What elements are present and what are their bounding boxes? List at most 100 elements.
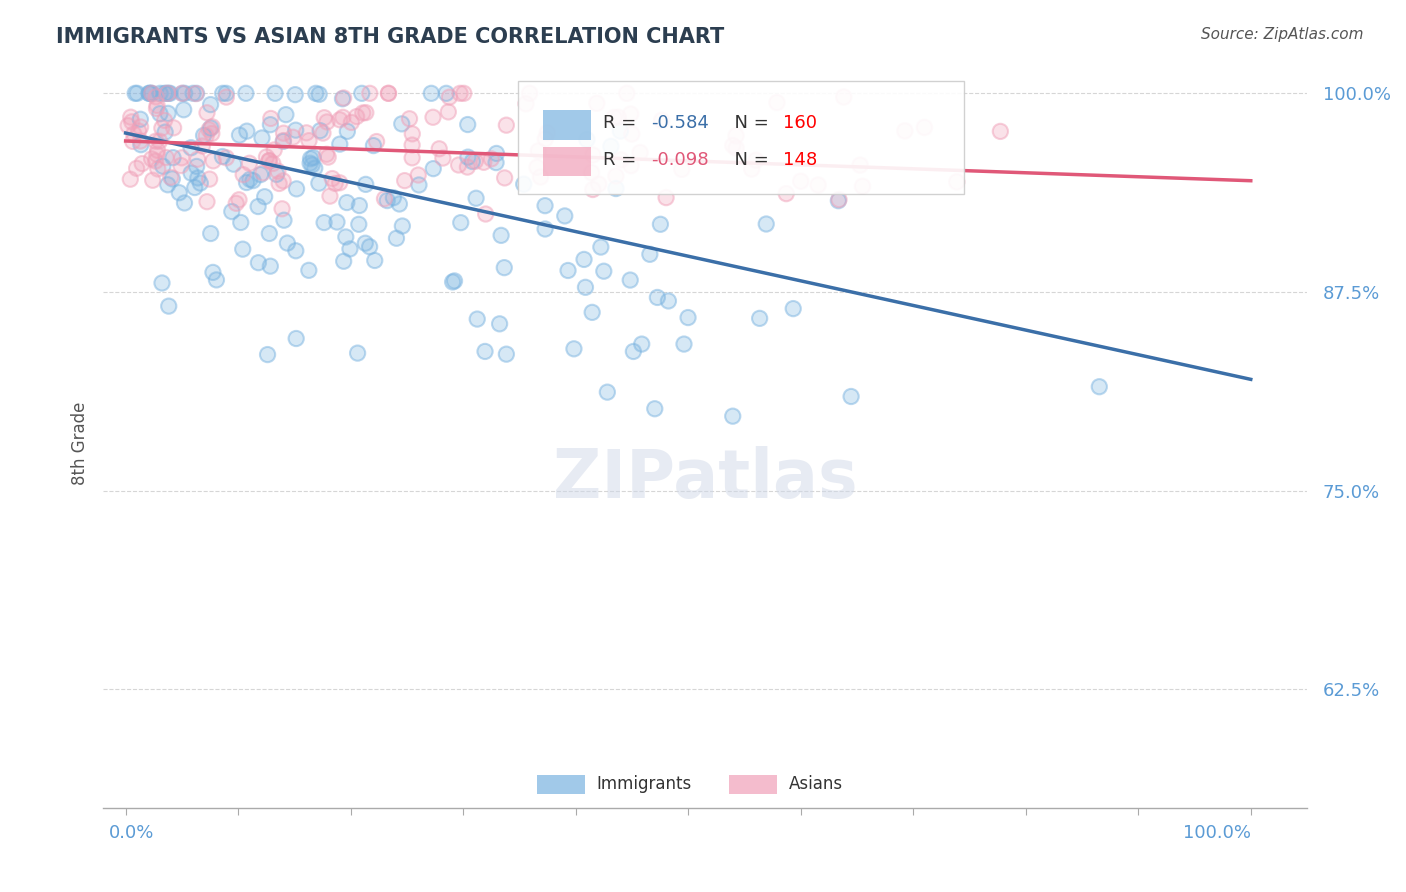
Point: [150, 121, 173, 136]
Point: [828, 193, 851, 207]
Point: [215, 151, 238, 165]
Point: [849, 158, 872, 172]
Point: [271, 134, 294, 148]
Point: [124, 87, 146, 101]
Point: [201, 265, 224, 279]
Point: [534, 132, 557, 146]
Point: [281, 130, 304, 145]
Point: [225, 196, 247, 211]
Point: [562, 342, 585, 356]
Point: [157, 106, 180, 120]
Point: [782, 301, 804, 316]
Point: [323, 177, 346, 191]
Point: [339, 242, 361, 256]
Text: R =: R =: [603, 151, 641, 169]
Point: [485, 146, 508, 161]
Point: [329, 112, 352, 127]
Point: [129, 120, 152, 134]
Point: [630, 337, 652, 351]
Point: [153, 113, 176, 128]
Point: [582, 148, 605, 162]
Point: [159, 87, 181, 101]
Point: [748, 311, 770, 326]
Point: [489, 228, 512, 243]
Point: [239, 172, 262, 186]
Point: [295, 126, 318, 140]
Point: [157, 299, 180, 313]
Text: R =: R =: [603, 114, 641, 133]
Point: [472, 155, 495, 169]
Point: [138, 87, 160, 101]
Point: [585, 96, 607, 111]
Point: [346, 110, 368, 124]
Point: [401, 138, 423, 153]
Point: [721, 138, 744, 153]
Point: [790, 174, 813, 188]
Point: [359, 87, 381, 101]
Point: [363, 138, 385, 153]
Y-axis label: 8th Grade: 8th Grade: [72, 401, 89, 484]
Point: [257, 153, 280, 168]
Point: [173, 87, 195, 101]
Point: [364, 253, 387, 268]
Text: 148: 148: [783, 151, 817, 169]
Point: [271, 134, 294, 148]
Point: [129, 134, 152, 148]
Point: [173, 87, 195, 101]
Point: [170, 159, 193, 173]
Point: [495, 347, 517, 361]
Point: [385, 231, 408, 245]
Point: [457, 118, 479, 132]
Point: [128, 124, 150, 138]
Point: [456, 160, 478, 174]
Point: [249, 168, 271, 182]
Point: [141, 87, 163, 101]
Point: [285, 332, 308, 346]
Point: [157, 106, 180, 120]
Point: [346, 110, 368, 124]
Point: [202, 153, 225, 168]
Point: [138, 87, 160, 101]
Point: [336, 195, 359, 210]
Point: [588, 177, 610, 191]
Point: [461, 154, 484, 169]
Point: [592, 264, 614, 278]
Point: [603, 111, 626, 125]
Point: [129, 137, 152, 152]
Point: [191, 139, 214, 153]
Point: [146, 161, 169, 176]
Point: [319, 189, 342, 203]
Text: 100.0%: 100.0%: [1182, 824, 1251, 842]
Point: [259, 227, 281, 241]
Point: [271, 202, 294, 216]
Point: [557, 263, 579, 277]
Point: [574, 280, 596, 294]
Point: [285, 332, 308, 346]
Point: [807, 178, 830, 192]
Point: [273, 213, 295, 227]
Point: [375, 194, 398, 208]
FancyBboxPatch shape: [730, 775, 778, 794]
Point: [157, 87, 180, 101]
Point: [582, 148, 605, 162]
Point: [832, 90, 855, 104]
Point: [489, 228, 512, 243]
Text: N =: N =: [723, 151, 775, 169]
Point: [284, 123, 307, 137]
Point: [159, 87, 181, 101]
Point: [184, 87, 207, 101]
Point: [340, 115, 363, 129]
Point: [321, 171, 343, 186]
Point: [131, 156, 153, 170]
Point: [329, 176, 352, 190]
Point: [195, 128, 218, 143]
Point: [557, 263, 579, 277]
Point: [495, 347, 517, 361]
Point: [620, 107, 643, 121]
Point: [145, 102, 167, 116]
Point: [236, 124, 259, 138]
Point: [129, 134, 152, 148]
Point: [305, 87, 328, 101]
Point: [609, 124, 631, 138]
Text: IMMIGRANTS VS ASIAN 8TH GRADE CORRELATION CHART: IMMIGRANTS VS ASIAN 8TH GRADE CORRELATIO…: [56, 27, 724, 46]
